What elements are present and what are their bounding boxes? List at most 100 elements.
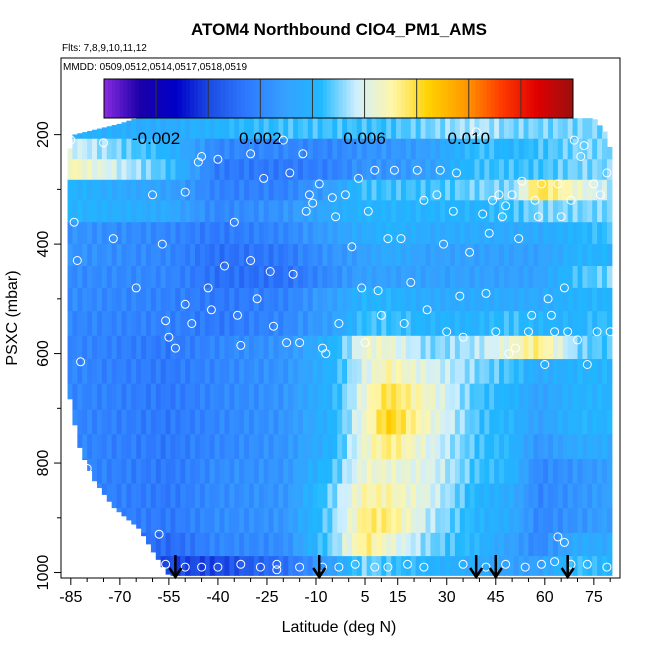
heatmap-cell <box>155 287 162 312</box>
heatmap-cell <box>317 159 324 181</box>
heatmap-cell <box>552 556 559 576</box>
observation-point <box>236 340 246 350</box>
heatmap-cell <box>155 483 162 509</box>
heatmap-cell <box>523 458 530 485</box>
heatmap-cell <box>572 179 579 201</box>
heatmap-cell <box>337 483 343 509</box>
heatmap-cell <box>190 508 196 534</box>
heatmap-cell <box>224 532 230 557</box>
heatmap-cell <box>150 434 157 460</box>
observation-point <box>595 190 605 200</box>
heatmap-cell <box>170 359 177 385</box>
heatmap-cell <box>121 508 127 517</box>
heatmap-cell <box>474 483 481 509</box>
heatmap-cell <box>312 266 319 289</box>
heatmap-cell <box>391 138 397 160</box>
heatmap-cell <box>190 335 196 360</box>
heatmap-cell <box>185 200 191 223</box>
heatmap-cell <box>293 383 299 411</box>
heatmap-cell <box>347 532 353 557</box>
heatmap-cell <box>415 287 422 312</box>
heatmap-cell <box>224 359 230 385</box>
heatmap-cell <box>322 200 329 223</box>
heatmap-cell <box>224 222 230 245</box>
heatmap-cell <box>224 244 230 267</box>
heatmap-cell <box>121 359 127 385</box>
heatmap-cell <box>602 508 608 534</box>
heatmap-cell <box>180 244 186 267</box>
heatmap-cell <box>538 200 544 223</box>
colorbar-segment <box>260 79 265 118</box>
heatmap-cell <box>87 335 93 360</box>
heatmap-cell <box>474 409 481 435</box>
colorbar-frame <box>103 78 574 119</box>
heatmap-cell <box>175 118 181 140</box>
heatmap-cell <box>606 311 613 337</box>
heatmap-cell <box>224 383 230 411</box>
heatmap-cell <box>195 532 201 557</box>
heatmap-cell <box>602 483 608 509</box>
heatmap-cell <box>317 200 324 223</box>
heatmap-cell <box>268 266 275 289</box>
heatmap-cell <box>445 138 451 160</box>
heatmap-cell <box>244 556 250 576</box>
observation-point <box>589 179 599 189</box>
heatmap-cell <box>494 335 500 360</box>
heatmap-cell <box>77 335 83 360</box>
heatmap-cell <box>141 266 147 289</box>
heatmap-cell <box>396 200 402 223</box>
heatmap-cell <box>371 222 378 245</box>
observation-point <box>399 319 409 328</box>
heatmap-cell <box>273 359 279 385</box>
heatmap-cell <box>361 532 368 557</box>
heatmap-cell <box>244 138 250 160</box>
heatmap-cell <box>283 159 289 181</box>
heatmap-cell <box>381 287 387 312</box>
heatmap-cell <box>263 266 270 289</box>
heatmap-cell <box>361 244 368 267</box>
heatmap-cell <box>273 222 279 245</box>
heatmap-cell <box>597 434 603 460</box>
heatmap-cell <box>464 266 471 289</box>
heatmap-cell <box>543 508 549 534</box>
heatmap-cell <box>121 458 127 485</box>
heatmap-cell <box>312 409 319 435</box>
heatmap-cell <box>273 311 279 337</box>
heatmap-cell <box>347 287 353 312</box>
colorbar-segment <box>135 79 140 118</box>
heatmap-cell <box>577 138 583 160</box>
heatmap-cell <box>278 409 284 435</box>
heatmap-cell <box>548 287 554 312</box>
heatmap-cell <box>116 383 123 411</box>
heatmap-cell <box>425 383 431 411</box>
heatmap-cell <box>199 359 206 385</box>
colorbar-segment <box>268 79 273 118</box>
heatmap-cell <box>101 359 108 385</box>
heatmap-cell <box>396 244 402 267</box>
colorbar-segment <box>428 79 433 118</box>
observation-point <box>272 565 282 575</box>
observation-point <box>488 195 497 205</box>
heatmap-cell <box>145 138 152 160</box>
heatmap-cell <box>548 409 554 435</box>
heatmap-cell <box>170 287 177 312</box>
heatmap-cell <box>489 311 495 337</box>
observation-point <box>504 349 514 359</box>
observation-point <box>507 190 517 200</box>
heatmap-cell <box>499 508 505 534</box>
heatmap-cell <box>376 434 382 460</box>
observation-point <box>180 562 190 572</box>
heatmap-cell <box>131 159 137 181</box>
heatmap-cell <box>587 434 593 460</box>
heatmap-cell <box>513 458 520 485</box>
colorbar-segment <box>291 79 297 118</box>
heatmap-cell <box>552 532 559 557</box>
heatmap-cell <box>288 383 294 411</box>
heatmap-cell <box>425 359 431 385</box>
heatmap-cell <box>101 409 108 435</box>
heatmap-cell <box>219 287 226 312</box>
heatmap-cell <box>361 222 368 245</box>
heatmap-cell <box>523 244 530 267</box>
heatmap-cell <box>337 179 343 201</box>
